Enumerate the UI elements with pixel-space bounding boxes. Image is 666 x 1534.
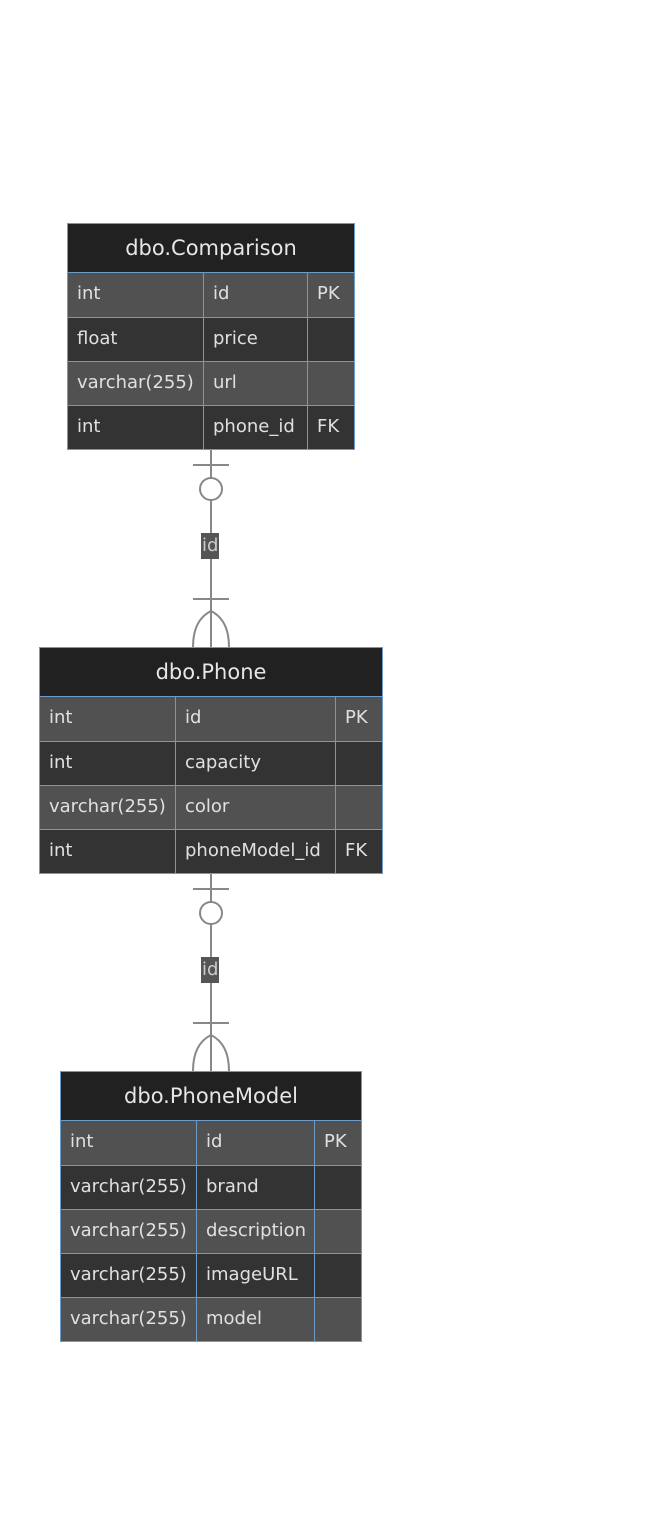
column-key [336,786,382,829]
column-name: imageURL [197,1254,315,1297]
column-row: float price [68,317,354,361]
column-name: id [176,697,336,741]
column-name: color [176,786,336,829]
column-type: varchar(255) [40,786,176,829]
column-key: PK [324,1131,347,1152]
column-type: int [40,697,176,741]
column-name: description [197,1210,315,1253]
column-row: varchar(255) description [61,1209,361,1253]
zero-or-one-circle [199,901,223,925]
column-type: varchar(255) [68,362,204,405]
column-key: FK [345,840,368,861]
entity-rows: int id PK float price varchar(255) url i… [68,273,354,449]
column-name: id [204,273,308,317]
column-name: brand [197,1166,315,1209]
entity-rows: int id PK int capacity varchar(255) colo… [40,697,382,873]
crows-foot [192,1033,230,1072]
column-key [315,1254,361,1297]
column-key [315,1210,361,1253]
column-row: int capacity [40,741,382,785]
column-name: phone_id [204,406,308,449]
column-row: varchar(255) url [68,361,354,405]
column-key: PK [317,283,340,304]
column-row: int phoneModel_id FK [40,829,382,873]
column-type: int [40,830,176,873]
column-type: varchar(255) [61,1166,197,1209]
entity-comparison[interactable]: dbo.Comparison int id PK float price var… [67,223,355,450]
column-row: varchar(255) model [61,1297,361,1341]
crows-foot [192,609,230,648]
column-row: varchar(255) color [40,785,382,829]
column-key: PK [345,707,368,728]
relationship-label: id [201,533,220,559]
column-name: url [204,362,308,405]
column-type: int [68,406,204,449]
relationship-phone-phonemodel [192,871,230,1072]
column-type: varchar(255) [61,1254,197,1297]
entity-rows: int id PK varchar(255) brand varchar(255… [61,1121,361,1341]
column-row: int phone_id FK [68,405,354,449]
column-name: price [204,318,308,361]
column-name: phoneModel_id [176,830,336,873]
entity-phonemodel[interactable]: dbo.PhoneModel int id PK varchar(255) br… [60,1071,362,1342]
column-row: varchar(255) imageURL [61,1253,361,1297]
column-row: int id PK [61,1121,361,1165]
column-type: int [68,273,204,317]
column-key [308,318,354,361]
entity-title: dbo.Comparison [68,224,354,273]
column-type: varchar(255) [61,1298,197,1341]
column-type: int [40,742,176,785]
entity-title: dbo.PhoneModel [61,1072,361,1121]
column-row: int id PK [40,697,382,741]
column-key [315,1166,361,1209]
column-key [315,1298,361,1341]
relationship-label: id [201,957,220,983]
zero-or-one-circle [199,477,223,501]
column-name: id [197,1121,315,1165]
entity-phone[interactable]: dbo.Phone int id PK int capacity varchar… [39,647,383,874]
column-key: FK [317,416,340,437]
column-type: varchar(255) [61,1210,197,1253]
column-type: float [68,318,204,361]
column-key [308,362,354,405]
column-key [336,742,382,785]
column-type: int [61,1121,197,1165]
column-name: capacity [176,742,336,785]
column-name: model [197,1298,315,1341]
column-row: varchar(255) brand [61,1165,361,1209]
column-row: int id PK [68,273,354,317]
entity-title: dbo.Phone [40,648,382,697]
